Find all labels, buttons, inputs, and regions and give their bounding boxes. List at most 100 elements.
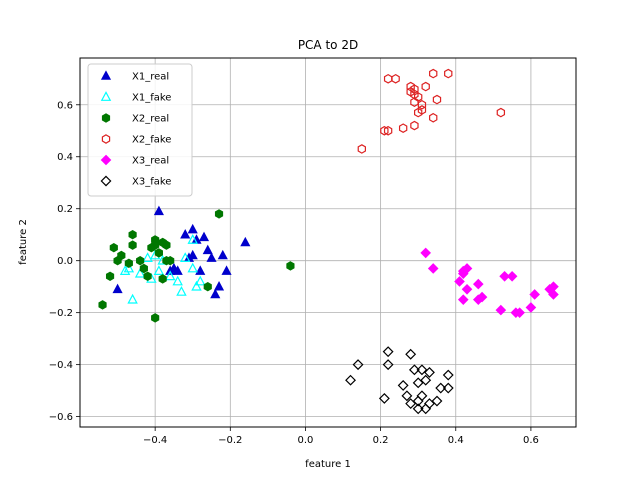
X2_fake-point: [383, 125, 393, 136]
X3_real-point: [427, 263, 439, 274]
X2_real-point: [166, 255, 175, 266]
X2_fake-point: [429, 68, 438, 79]
X1_fake-point: [179, 252, 191, 263]
X1_real-point: [217, 249, 228, 260]
X3_real-point: [461, 283, 473, 295]
legend-label-X1_fake: X1_fake: [132, 93, 171, 104]
legend-marker-X3_fake: [100, 175, 112, 187]
legend-box: [87, 63, 193, 197]
X1_real-point: [210, 288, 221, 299]
legend-label-X3_fake: X3_fake: [132, 177, 171, 188]
X1_fake-point: [153, 265, 165, 275]
X2_real-point: [158, 274, 167, 284]
X2_fake-point: [417, 105, 427, 115]
X2_real-point: [117, 250, 126, 261]
X2_real-point: [151, 313, 160, 323]
legend: X1_real X1_fake X2_real X2_fake X3_real X3_fa…: [87, 63, 193, 197]
X3_fake-point: [382, 359, 394, 371]
series-X2_real: [98, 209, 295, 323]
X3_fake-point: [378, 392, 390, 404]
X3_real-point: [457, 294, 469, 305]
X3_real-point: [420, 247, 432, 259]
X3_real-point: [476, 291, 488, 303]
X2_real-point: [128, 240, 137, 250]
X2_real-point: [124, 258, 133, 269]
X2_real-point: [158, 237, 167, 248]
X2_fake-point: [417, 99, 427, 110]
series-X2_fake: [357, 68, 506, 154]
X3_fake-point: [424, 398, 435, 410]
X3_real-point: [457, 268, 469, 279]
x-tick-label: 0.0: [298, 435, 314, 446]
X3_fake-point: [424, 366, 435, 378]
X3_fake-point: [382, 346, 394, 358]
X3_fake-point: [442, 382, 454, 394]
legend-label-X2_fake: X2_fake: [132, 135, 171, 146]
legend-label-X1_real: X1_real: [132, 72, 169, 83]
data-points: [98, 68, 559, 415]
X3_real-point: [548, 289, 559, 300]
X1_real-point: [187, 223, 198, 234]
X2_real-point: [286, 261, 295, 271]
X1_fake-point: [187, 262, 198, 273]
chart-title: PCA to 2D: [298, 38, 358, 52]
legend-marker-X3_real: [100, 154, 112, 166]
X1_fake-point: [119, 265, 131, 275]
series-X3_fake: [345, 346, 454, 415]
X1_fake-point: [123, 262, 135, 273]
X2_real-point: [109, 242, 118, 253]
X1_real-point: [195, 265, 206, 275]
X3_fake-point: [420, 374, 432, 386]
X3_real-point: [454, 276, 465, 287]
X1_real-point: [213, 281, 225, 291]
x-tick-label: −0.4: [143, 435, 167, 446]
X2_fake-point: [421, 81, 430, 92]
legend-marker-X1_real: [100, 70, 112, 80]
X2_fake-point: [380, 125, 389, 136]
X1_real-point: [221, 265, 232, 275]
X3_fake-point: [431, 395, 443, 407]
x-tick-label: 0.4: [448, 435, 464, 446]
X3_real-point: [529, 289, 540, 300]
y-tick-label: 0.6: [57, 100, 73, 111]
X2_real-point: [154, 248, 163, 258]
X2_fake-point: [357, 144, 366, 154]
X1_fake-point: [176, 286, 187, 296]
legend-marker-X1_fake: [100, 91, 112, 101]
X3_real-point: [495, 304, 507, 316]
axis-ticks: −0.4 −0.2 0.0 0.2 0.4 0.6 −0.6 −0.4 −0.2 0.0 0.2 0.…: [49, 100, 539, 446]
X1_fake-point: [127, 293, 138, 304]
X2_real-point: [98, 300, 107, 310]
y-tick-label: −0.4: [49, 360, 73, 371]
series-X3_real: [420, 247, 559, 318]
X3_fake-point: [416, 364, 428, 376]
X2_fake-point: [429, 112, 438, 123]
y-axis-label: feature 2: [18, 219, 29, 265]
x-tick-label: −0.2: [218, 435, 242, 446]
X2_real-point: [203, 281, 212, 292]
X1_real-point: [153, 205, 164, 216]
legend-marker-X2_fake: [101, 134, 111, 144]
X3_real-point: [499, 270, 510, 282]
X3_real-point: [514, 307, 525, 318]
x-tick-label: 0.2: [373, 435, 389, 446]
y-tick-label: 0.0: [57, 256, 73, 267]
y-tick-label: −0.6: [49, 412, 73, 423]
X2_fake-point: [432, 94, 442, 105]
X1_real-point: [202, 244, 213, 255]
X1_fake-point: [134, 267, 146, 278]
y-tick-label: 0.2: [57, 204, 73, 215]
X3_fake-point: [405, 348, 417, 360]
legend-marker-X2_real: [101, 113, 111, 123]
X1_fake-point: [187, 234, 198, 244]
X1_real-point: [168, 262, 180, 273]
X1_fake-point: [172, 275, 183, 286]
X2_real-point: [105, 271, 115, 281]
X3_real-point: [472, 278, 484, 290]
X1_real-point: [180, 229, 191, 239]
x-tick-label: 0.6: [523, 435, 539, 446]
X2_fake-point: [391, 73, 400, 84]
X3_real-point: [506, 270, 518, 282]
X2_real-point: [143, 271, 152, 281]
X2_fake-point: [496, 107, 506, 118]
